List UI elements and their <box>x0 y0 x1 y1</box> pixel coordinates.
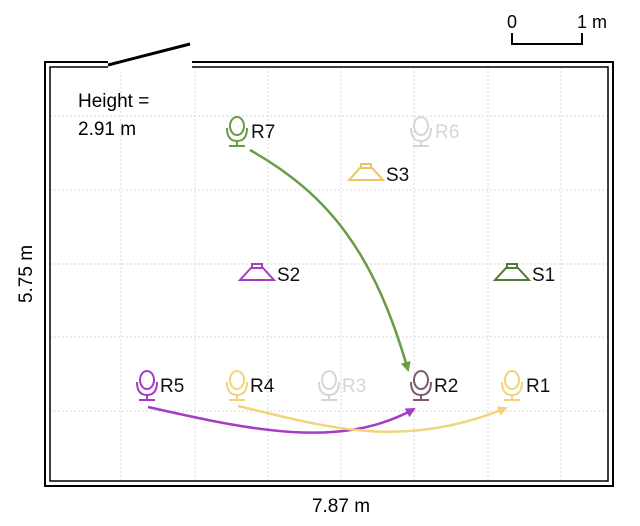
microphone-icon <box>318 370 340 401</box>
room-outline <box>44 42 614 487</box>
receiver-label: R7 <box>251 122 275 143</box>
scale-end-label: 1 m <box>577 12 607 32</box>
receiver-r2: R2 <box>410 370 458 401</box>
room-depth-label: 5.75 m <box>16 245 37 303</box>
speaker-icon <box>492 263 532 281</box>
scale-start-label: 0 <box>507 12 517 32</box>
source-s1: S1 <box>492 263 555 286</box>
receiver-label: R2 <box>434 376 458 397</box>
receiver-r1: R1 <box>501 370 550 401</box>
receiver-r5: R5 <box>136 370 184 401</box>
microphone-icon <box>226 116 248 147</box>
receiver-label: R5 <box>160 376 184 397</box>
microphone-icon <box>501 370 523 401</box>
room-width-label: 7.87 m <box>312 496 370 517</box>
trajectory-r4-r1 <box>237 404 508 434</box>
trajectory-r5-r2 <box>147 405 416 434</box>
receiver-r6: R6 <box>410 116 459 147</box>
receiver-label: R6 <box>435 122 459 143</box>
source-s2: S2 <box>237 263 300 286</box>
receiver-r3: R3 <box>318 370 366 401</box>
microphone-icon <box>136 370 158 401</box>
speaker-icon <box>346 163 386 181</box>
microphone-icon <box>410 370 432 401</box>
receiver-label: R4 <box>250 376 275 397</box>
trajectory-r7-r2 <box>249 148 411 372</box>
speaker-icon <box>237 263 277 281</box>
receiver-r4: R4 <box>226 370 275 401</box>
door-leaf <box>107 42 191 67</box>
source-label: S2 <box>277 265 300 286</box>
receiver-label: R3 <box>342 376 366 397</box>
receiver-r7: R7 <box>226 116 275 147</box>
source-label: S1 <box>532 265 555 286</box>
receiver-label: R1 <box>526 376 550 397</box>
source-s3: S3 <box>346 163 409 186</box>
source-label: S3 <box>386 165 409 186</box>
microphone-icon <box>410 116 432 147</box>
height-label-line2: 2.91 m <box>78 119 136 140</box>
scale-bar: 0 1 m <box>507 12 607 45</box>
trajectories <box>147 148 508 434</box>
height-label-line1: Height = <box>78 91 149 112</box>
microphone-icon <box>226 370 248 401</box>
